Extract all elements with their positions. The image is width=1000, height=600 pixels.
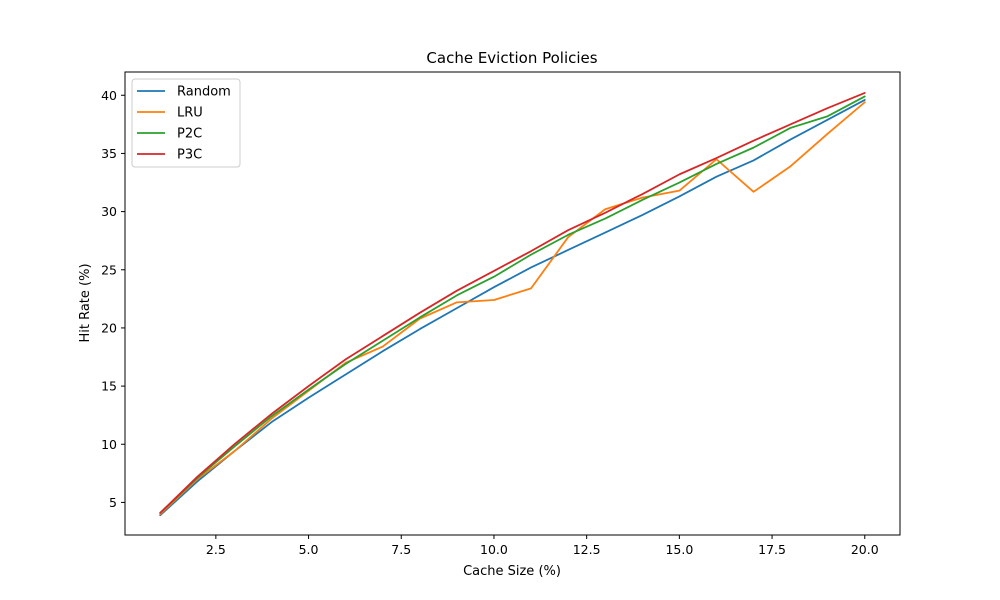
y-tick-label: 20: [101, 320, 117, 335]
series-line-random: [159, 99, 866, 517]
x-tick-label: 10.0: [480, 542, 508, 557]
chart-title: Cache Eviction Policies: [426, 49, 597, 67]
y-tick-label: 35: [101, 146, 117, 161]
legend-box: [131, 78, 241, 168]
x-tick-label: 7.5: [391, 542, 411, 557]
legend-label-lru: LRU: [177, 106, 203, 121]
y-axis: 5 10 15 20 25 30 35 40: [101, 88, 125, 510]
y-tick-label: 40: [101, 88, 117, 103]
series-line-lru: [159, 101, 866, 515]
legend-label-p3c: P3C: [177, 148, 202, 163]
y-tick-label: 10: [101, 437, 117, 452]
x-tick-label: 20.0: [851, 542, 879, 557]
x-axis: 2.5 5.0 7.5 10.0 12.5 15.0 17.5 20.0: [206, 535, 879, 557]
x-axis-label: Cache Size (%): [463, 564, 561, 579]
y-tick-label: 5: [109, 495, 117, 510]
y-tick-label: 30: [101, 204, 117, 219]
plot-frame: [124, 71, 901, 536]
legend-label-p2c: P2C: [177, 127, 202, 142]
y-axis-label: Hit Rate (%): [78, 263, 93, 342]
series-group: [159, 92, 866, 517]
legend-label-random: Random: [177, 85, 231, 100]
x-tick-label: 15.0: [665, 542, 693, 557]
series-line-p2c: [159, 95, 866, 514]
y-tick-label: 25: [101, 262, 117, 277]
series-line-p3c: [159, 92, 866, 514]
y-tick-label: 15: [101, 379, 117, 394]
legend: Random LRU P2C P3C: [131, 78, 241, 168]
x-tick-label: 12.5: [573, 542, 601, 557]
x-tick-label: 17.5: [758, 542, 786, 557]
x-tick-label: 2.5: [206, 542, 226, 557]
x-tick-label: 5.0: [299, 542, 319, 557]
